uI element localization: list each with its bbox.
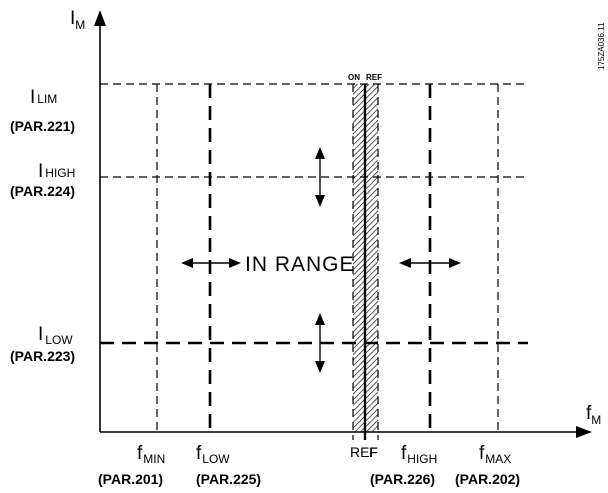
f-min-label: fMIN <box>137 443 165 466</box>
f-max-label: fMAX <box>479 443 511 466</box>
f-low-label: fLOW <box>196 443 230 466</box>
f-min-par-label: (PAR.201) <box>98 471 163 487</box>
i-high-par-label: (PAR.224) <box>10 183 75 199</box>
x-axis-arrowhead <box>576 426 592 438</box>
i-lim-label: I LIM <box>30 87 57 108</box>
i-low-label: I LOW <box>38 324 73 347</box>
i-low-par-label: (PAR.223) <box>10 348 75 364</box>
x-axis-label: fM <box>586 403 601 427</box>
f-low-double-arrow-icon <box>181 258 241 268</box>
i-high-label: I HIGH <box>38 161 75 182</box>
ref-band-bottom-f-label: F <box>369 444 378 460</box>
f-low-par-label: (PAR.225) <box>196 471 261 487</box>
axes <box>94 10 592 438</box>
ref-band-ref-label: REF <box>366 73 382 82</box>
y-axis-arrowhead <box>94 10 106 26</box>
ref-band-on-label: ON <box>348 73 360 82</box>
f-max-par-label: (PAR.202) <box>455 471 520 487</box>
i-high-double-arrow-icon <box>315 147 325 207</box>
f-high-label: fHIGH <box>401 443 437 466</box>
y-axis-label: IM <box>70 8 85 32</box>
i-low-double-arrow-icon <box>315 313 325 373</box>
ref-band-bottom-ref-label: REF <box>350 444 378 460</box>
in-range-label: IN RANGE <box>245 253 355 276</box>
f-high-double-arrow-icon <box>399 258 461 268</box>
i-lim-par-label: (PAR.221) <box>10 118 75 134</box>
figure-code: 175ZA036.11 <box>597 22 606 70</box>
f-high-par-label: (PAR.226) <box>370 471 435 487</box>
